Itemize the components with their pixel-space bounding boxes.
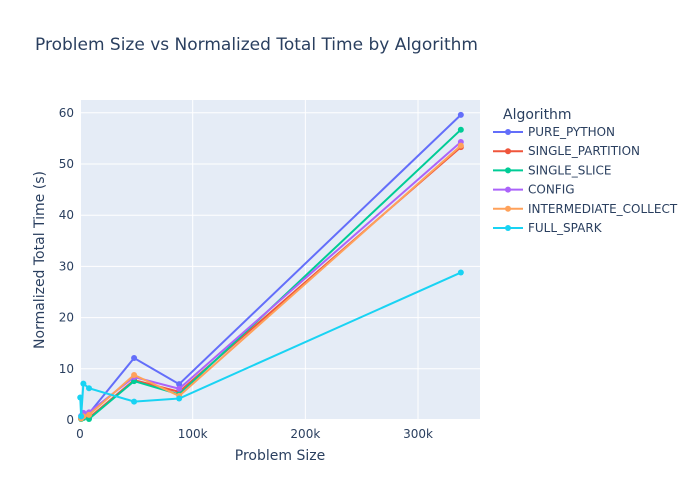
data-point (131, 371, 138, 378)
legend-label: INTERMEDIATE_COLLECT (528, 202, 678, 216)
legend: Algorithm PURE_PYTHON SINGLE_PARTITION SIN… (493, 107, 678, 235)
grid (79, 100, 480, 421)
chart-title: Problem Size vs Normalized Total Time by… (35, 35, 478, 55)
legend-swatch-marker (505, 129, 511, 135)
y-axis-ticks: 0 10 20 30 40 50 60 (59, 106, 74, 427)
y-tick-label: 40 (59, 208, 74, 222)
legend-item[interactable]: INTERMEDIATE_COLLECT (493, 202, 678, 216)
legend-label: FULL_SPARK (528, 221, 603, 235)
legend-item[interactable]: PURE_PYTHON (493, 125, 615, 139)
legend-label: PURE_PYTHON (528, 125, 615, 139)
legend-swatch-marker (505, 167, 511, 174)
x-tick-label: 100k (178, 427, 208, 441)
y-tick-label: 60 (59, 106, 74, 120)
legend-swatch-marker (505, 186, 511, 193)
data-point (176, 395, 183, 402)
y-tick-label: 10 (59, 362, 74, 376)
x-axis-ticks: 0 100k 200k 300k (76, 427, 433, 441)
legend-item[interactable]: SINGLE_SLICE (493, 163, 612, 177)
legend-item[interactable]: SINGLE_PARTITION (493, 144, 640, 158)
data-point (86, 385, 93, 392)
legend-swatch-marker (505, 225, 511, 231)
data-point (457, 111, 464, 118)
data-point (176, 385, 183, 392)
legend-label: SINGLE_SLICE (528, 163, 612, 177)
legend-label: CONFIG (528, 183, 575, 197)
data-point (131, 355, 138, 362)
legend-title: Algorithm (503, 107, 572, 123)
data-point (457, 142, 464, 149)
y-tick-label: 20 (59, 311, 74, 325)
y-axis-title: Normalized Total Time (s) (32, 171, 48, 349)
x-tick-label: 200k (290, 427, 320, 441)
legend-swatch-marker (505, 205, 511, 212)
series-full-spark (77, 269, 464, 420)
y-tick-label: 0 (66, 413, 74, 427)
data-point (80, 380, 87, 387)
legend-label: SINGLE_PARTITION (528, 144, 640, 158)
data-point (78, 413, 85, 420)
data-point (86, 411, 93, 418)
data-point (131, 398, 138, 405)
y-tick-label: 50 (59, 157, 74, 171)
legend-item[interactable]: FULL_SPARK (493, 221, 603, 235)
y-tick-label: 30 (59, 259, 74, 273)
x-axis-title: Problem Size (235, 448, 325, 464)
data-point (457, 269, 464, 276)
x-tick-label: 300k (403, 427, 433, 441)
data-point (77, 394, 84, 401)
x-tick-label: 0 (76, 427, 84, 441)
data-point (176, 381, 183, 388)
plot-background (80, 100, 480, 420)
legend-item[interactable]: CONFIG (493, 183, 575, 197)
data-point (457, 126, 464, 133)
legend-swatch-marker (505, 148, 511, 155)
series-layer (77, 111, 464, 422)
